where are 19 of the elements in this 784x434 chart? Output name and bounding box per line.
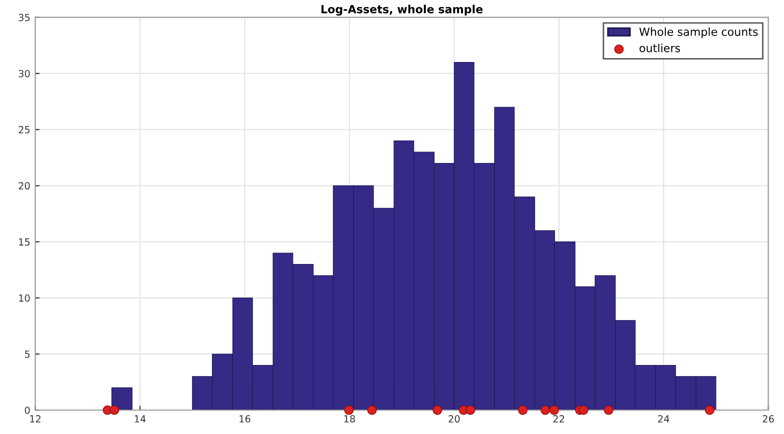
y-tick-label: 25: [18, 126, 30, 134]
y-tick-label: 35: [18, 14, 30, 22]
x-tick-label: 12: [30, 415, 40, 422]
x-tick-label: 16: [240, 415, 250, 423]
y-tick-label: 30: [18, 70, 30, 78]
x-tick-label: 26: [762, 415, 774, 423]
x-tick-label: 18: [344, 415, 355, 423]
y-tick-label: 10: [19, 294, 30, 302]
legend-label: outliers: [640, 44, 680, 52]
legend-label: Whole sample counts: [639, 27, 758, 38]
y-tick-label: 5: [24, 350, 30, 358]
y-tick-label: 20: [18, 182, 30, 190]
chart-title: Log-Assets, whole sample: [321, 4, 483, 16]
x-tick-label: 22: [553, 415, 564, 422]
y-tick-label: 15: [19, 238, 30, 246]
x-tick-label: 20: [448, 415, 460, 423]
x-tick-label: 24: [658, 415, 670, 422]
x-tick-label: 14: [134, 415, 146, 422]
y-tick-label: 0: [24, 406, 30, 414]
